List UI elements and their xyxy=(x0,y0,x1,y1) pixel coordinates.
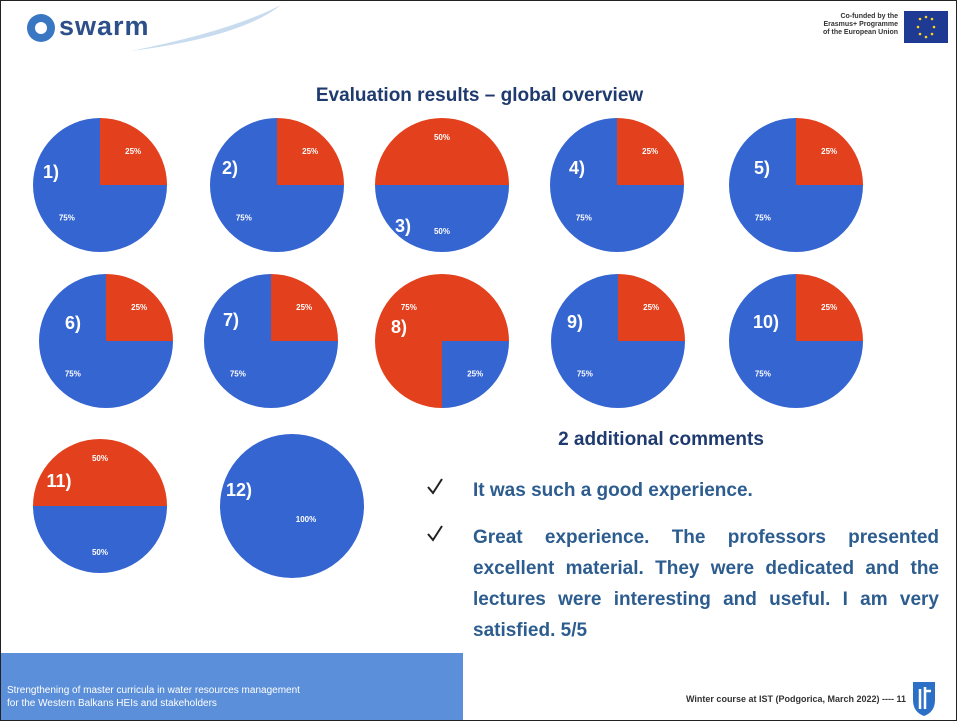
pie-slice xyxy=(442,341,509,408)
pie-slice xyxy=(277,118,344,185)
pie-slice xyxy=(796,274,863,341)
pie-title: 11) xyxy=(46,471,71,491)
logo-text: swarm xyxy=(59,11,150,41)
pie-title: 2) xyxy=(222,158,238,178)
cofunded-line: of the European Union xyxy=(822,29,898,36)
pie-value-label: 25% xyxy=(131,303,147,312)
pie-value-label: 25% xyxy=(125,147,141,156)
footer-course: Winter course at IST (Podgorica, March 2… xyxy=(686,694,906,704)
pie-value-label: 25% xyxy=(467,369,483,378)
pie-value-label: 75% xyxy=(755,213,771,222)
pie-slice xyxy=(729,274,863,408)
pie-title: 5) xyxy=(754,158,770,178)
pie-slice xyxy=(204,274,338,408)
pie-slice xyxy=(550,118,684,252)
pie-slice xyxy=(220,434,364,578)
pie-value-label: 25% xyxy=(821,147,837,156)
pie-slice xyxy=(375,185,509,252)
pie-slice xyxy=(617,118,684,185)
footer-line: for the Western Balkans HEIs and stakeho… xyxy=(7,698,217,709)
pie-value-label: 25% xyxy=(302,147,318,156)
pie-value-label: 75% xyxy=(755,369,771,378)
logo-icon-inner xyxy=(35,22,47,34)
pie-value-label: 75% xyxy=(236,213,252,222)
pie-value-label: 25% xyxy=(821,303,837,312)
logo-swoosh xyxy=(131,5,281,51)
pie-slice xyxy=(33,506,167,573)
pie-slice xyxy=(39,274,173,408)
pie-title: 4) xyxy=(569,158,585,178)
pie-slice xyxy=(796,118,863,185)
footer-band xyxy=(1,653,463,720)
pie-title: 10) xyxy=(753,312,779,332)
pie-slice xyxy=(210,118,344,252)
comment: Great experience. The professors present… xyxy=(473,527,939,641)
cofunded-line: Co-funded by the xyxy=(840,13,898,20)
pie-slice xyxy=(618,274,685,341)
pie-title: 1) xyxy=(43,162,59,182)
pie-value-label: 50% xyxy=(92,454,108,463)
pie-title: 8) xyxy=(391,317,407,337)
pie-value-label: 75% xyxy=(230,369,246,378)
pie-slice xyxy=(33,118,167,252)
pie-value-label: 25% xyxy=(643,303,659,312)
ist-logo-mark xyxy=(918,687,931,709)
pie-title: 3) xyxy=(395,216,411,236)
pie-value-label: 75% xyxy=(65,369,81,378)
footer-line: Strengthening of master curricula in wat… xyxy=(7,685,300,696)
pie-value-label: 25% xyxy=(642,147,658,156)
check-icon xyxy=(427,525,443,542)
pie-slice xyxy=(375,118,509,185)
pie-slice xyxy=(551,274,685,408)
pie-title: 12) xyxy=(226,480,252,500)
pie-value-label: 25% xyxy=(296,303,312,312)
slide-title: Evaluation results – global overview xyxy=(315,85,644,106)
pie-value-label: 75% xyxy=(576,213,592,222)
pie-slice xyxy=(33,439,167,506)
footer-project: Strengthening of master curricula in wat… xyxy=(7,684,300,710)
pie-slice xyxy=(106,274,173,341)
cofunded-line: Erasmus+ Programme xyxy=(823,21,898,28)
pie-value-label: 75% xyxy=(59,213,75,222)
pie-value-label: 50% xyxy=(434,227,450,236)
pie-value-label: 100% xyxy=(296,515,316,524)
pie-slice xyxy=(271,274,338,341)
comment: It was such a good experience. xyxy=(473,480,753,501)
pie-value-label: 50% xyxy=(92,548,108,557)
pie-title: 7) xyxy=(223,310,239,330)
eu-stars xyxy=(916,15,936,39)
pie-value-label: 75% xyxy=(577,369,593,378)
pie-value-label: 75% xyxy=(401,303,417,312)
pie-slice xyxy=(100,118,167,185)
pie-title: 9) xyxy=(567,312,583,332)
pie-title: 6) xyxy=(65,313,81,333)
cofunded-text: Co-funded by the Erasmus+ Programme of t… xyxy=(823,13,898,37)
comments-heading: 2 additional comments xyxy=(558,429,764,450)
check-icon xyxy=(427,478,443,495)
pie-value-label: 50% xyxy=(434,133,450,142)
pie-slice xyxy=(729,118,863,252)
